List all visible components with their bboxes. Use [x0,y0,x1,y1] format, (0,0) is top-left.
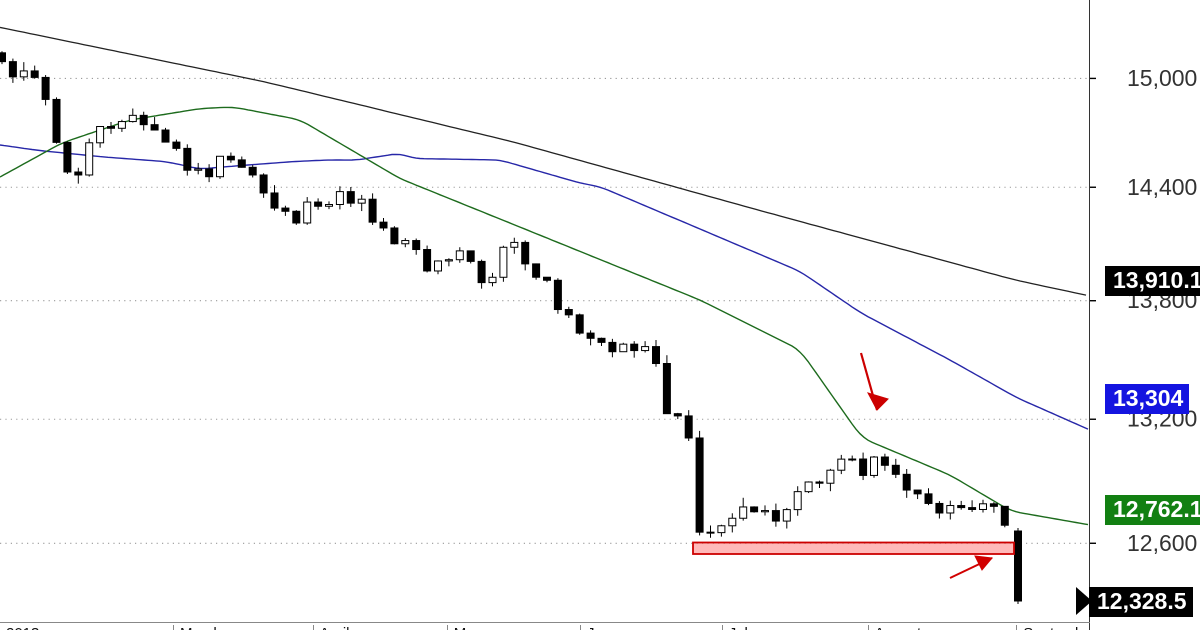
svg-text:12,600: 12,600 [1127,530,1197,556]
svg-text:14,400: 14,400 [1127,174,1197,200]
svg-text:15,000: 15,000 [1127,65,1197,91]
